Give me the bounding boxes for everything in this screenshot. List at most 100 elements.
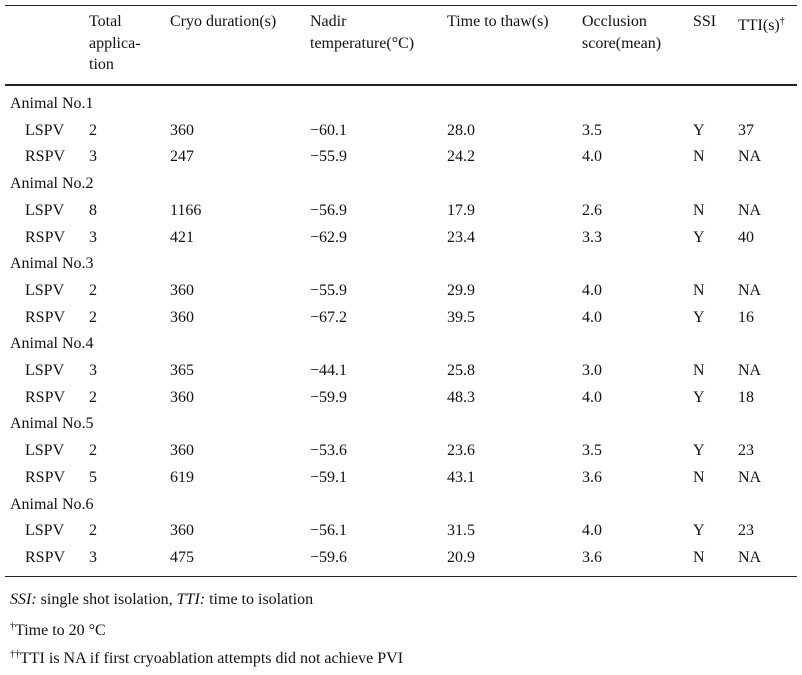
cell: 360 (170, 442, 194, 460)
cell: 360 (170, 281, 194, 299)
top-rule (5, 5, 797, 6)
cell: 18 (738, 388, 754, 406)
cell: 31.5 (447, 522, 475, 540)
cell: N (693, 362, 705, 379)
cell: 421 (170, 228, 194, 246)
cell: Y (693, 308, 705, 326)
cell: 2.6 (582, 201, 602, 219)
cell: 5 (89, 468, 97, 486)
cell: −62.9 (310, 228, 348, 246)
footnote: SSI: single shot isolation, TTI: time to… (10, 590, 313, 610)
cell: NA (738, 468, 762, 486)
cell: LSPV (25, 281, 65, 299)
group-label: Animal No.1 (10, 95, 94, 112)
cell: 28.0 (447, 121, 475, 139)
header-rule (5, 84, 797, 86)
footnote-part: TTI: (176, 591, 206, 608)
cell: 43.1 (447, 468, 475, 486)
cell: −59.9 (310, 388, 348, 406)
cell: 23.6 (447, 442, 475, 460)
cell: 360 (170, 388, 194, 406)
cell: 39.5 (447, 308, 475, 326)
cell: 29.9 (447, 281, 475, 299)
cell: N (693, 468, 705, 486)
footnote-mark: †† (10, 649, 20, 660)
cell: Y (693, 121, 705, 139)
cell: N (693, 148, 705, 166)
cell: 360 (170, 121, 194, 139)
cell: −55.9 (310, 281, 348, 299)
header-cell: score(mean) (582, 34, 662, 52)
cell: 3.0 (582, 362, 602, 379)
cell: 360 (170, 308, 194, 326)
cell: 2 (89, 442, 97, 460)
cell: LSPV (25, 121, 65, 139)
group-label: Animal No.3 (10, 255, 94, 273)
cell: 23 (738, 442, 754, 460)
cell: 360 (170, 522, 194, 540)
cell: 3.5 (582, 121, 602, 139)
cell: −53.6 (310, 442, 348, 460)
cell: LSPV (25, 362, 65, 379)
cell: 16 (738, 308, 754, 326)
cell: 24.2 (447, 148, 475, 166)
cell: LSPV (25, 201, 65, 219)
cell: 3.5 (582, 442, 602, 460)
cell: 2 (89, 522, 97, 540)
header-cell: tion (89, 56, 114, 73)
cell: −56.1 (310, 522, 348, 540)
cell: RSPV (25, 468, 66, 486)
cell: 365 (170, 362, 194, 379)
cell: N (693, 548, 705, 566)
cell: 4.0 (582, 522, 602, 540)
group-label: Animal No.4 (10, 335, 94, 353)
cell: NA (738, 201, 762, 219)
cell: 23 (738, 522, 754, 540)
cell: RSPV (25, 148, 66, 166)
header-cell: TTI(s)† (738, 16, 785, 34)
footnote: ††TTI is NA if first cryoablation attemp… (10, 645, 403, 669)
cell: 3.6 (582, 468, 602, 486)
cell: 3.3 (582, 228, 602, 246)
cell: 23.4 (447, 228, 475, 246)
footnote: †Time to 20 °C (10, 617, 106, 641)
group-label: Animal No.2 (10, 175, 94, 193)
cell: 4.0 (582, 388, 602, 406)
cell: 247 (170, 148, 194, 166)
cell: 475 (170, 548, 194, 566)
cell: 3 (89, 148, 97, 166)
cell: 3 (89, 362, 97, 379)
header-cell: Cryo duration(s) (170, 13, 277, 30)
cell: RSPV (25, 228, 66, 246)
cell: −59.1 (310, 468, 348, 486)
cell: LSPV (25, 522, 65, 540)
cell: 4.0 (582, 281, 602, 299)
cell: NA (738, 548, 762, 566)
cell: 17.9 (447, 201, 475, 219)
header-cell: Total (89, 13, 122, 30)
cell: −55.9 (310, 148, 348, 166)
cell: −44.1 (310, 362, 348, 379)
cell: 1166 (170, 201, 202, 219)
cell: LSPV (25, 442, 65, 460)
cell: 8 (89, 201, 97, 219)
cell: −56.9 (310, 201, 348, 219)
cell: −59.6 (310, 548, 348, 566)
footnote-mark: † (10, 621, 15, 632)
cell: 20.9 (447, 548, 475, 566)
cell: N (693, 201, 705, 219)
cell: Y (693, 388, 705, 406)
footnote-part: time to isolation (205, 591, 314, 608)
cell: Y (693, 442, 705, 460)
cell: 40 (738, 228, 754, 246)
footnote-text: TTI is NA if first cryoablation attempts… (20, 650, 404, 667)
cell: 25.8 (447, 362, 475, 379)
cell: 3 (89, 228, 97, 246)
header-cell: Nadir (310, 13, 347, 30)
cell: 2 (89, 121, 97, 139)
cell: NA (738, 148, 762, 166)
cell: Y (693, 228, 705, 246)
cell: 2 (89, 388, 97, 406)
header-cell: Occlusion (582, 13, 647, 30)
group-label: Animal No.6 (10, 495, 94, 513)
